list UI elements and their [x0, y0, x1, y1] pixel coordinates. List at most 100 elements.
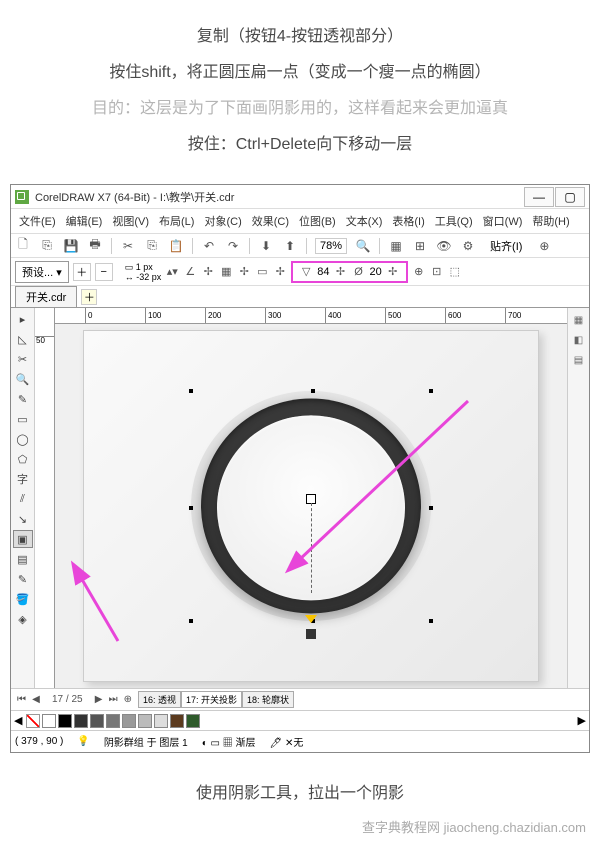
color-swatch[interactable] [138, 714, 152, 728]
first-page-button[interactable]: ⏮ [15, 694, 28, 705]
undo-icon[interactable]: ↶ [201, 238, 217, 254]
menu-layout[interactable]: 布局(L) [155, 211, 198, 231]
print-icon[interactable]: 🖶 [87, 238, 103, 254]
fill-indicator[interactable]: ◐ ▭ ▦ 渐层 [202, 734, 256, 749]
redo-icon[interactable]: ↷ [225, 238, 241, 254]
menu-object[interactable]: 对象(C) [200, 211, 245, 231]
menu-view[interactable]: 视图(V) [108, 211, 153, 231]
menu-help[interactable]: 帮助(H) [528, 211, 573, 231]
plus-icon[interactable]: ✢ [334, 265, 348, 279]
eyedropper-tool[interactable]: ✎ [13, 570, 33, 588]
last-page-button[interactable]: ⏭ [107, 694, 120, 705]
cut-icon[interactable]: ✂ [120, 238, 136, 254]
canvas-area[interactable]: 0 100 200 300 400 500 600 700 [55, 308, 567, 688]
parallel-tool[interactable]: ⫽ [13, 490, 33, 508]
page-tab[interactable]: 16: 透视 [138, 691, 181, 708]
shadow-slider-icon[interactable] [305, 615, 317, 623]
docker-icon[interactable]: ◧ [571, 332, 587, 348]
menu-edit[interactable]: 编辑(E) [62, 211, 107, 231]
docker-icon[interactable]: ▤ [571, 352, 587, 368]
doc-tab[interactable]: 开关.cdr [15, 286, 77, 307]
color-swatch[interactable] [122, 714, 136, 728]
open-icon[interactable]: ⎘ [39, 238, 55, 254]
new-tab-button[interactable]: ＋ [81, 289, 97, 305]
zoom-icon[interactable]: 🔍 [355, 238, 371, 254]
grid-icon[interactable]: ▦ [388, 238, 404, 254]
opacity-icon[interactable]: Ø [352, 265, 366, 279]
settings-icon[interactable]: ⚙ [460, 238, 476, 254]
transparency-tool[interactable]: ▤ [13, 550, 33, 568]
menu-tools[interactable]: 工具(Q) [431, 211, 477, 231]
plus-icon[interactable]: ✢ [273, 265, 287, 279]
connector-tool[interactable]: ↘ [13, 510, 33, 528]
canvas[interactable] [83, 330, 539, 682]
more-icon[interactable]: ⊕ [536, 238, 552, 254]
text-tool[interactable]: 字 [13, 470, 33, 488]
menu-effect[interactable]: 效果(C) [248, 211, 293, 231]
plus-icon[interactable]: ✢ [237, 265, 251, 279]
visibility-icon[interactable]: 👁 [436, 238, 452, 254]
next-page-button[interactable]: ▶ [93, 694, 105, 705]
color-swatch[interactable] [154, 714, 168, 728]
minimize-button[interactable]: — [524, 187, 554, 207]
menu-file[interactable]: 文件(E) [15, 211, 60, 231]
none-swatch[interactable] [26, 714, 40, 728]
remove-preset-button[interactable]: − [95, 263, 113, 281]
color-swatch[interactable] [186, 714, 200, 728]
plus-icon[interactable]: ✢ [201, 265, 215, 279]
export-icon[interactable]: ⬆ [282, 238, 298, 254]
page-tab[interactable]: 17: 开关投影 [181, 691, 242, 708]
preset-dropdown[interactable]: 预设... ▾ [15, 261, 69, 283]
add-page-button[interactable]: ⊕ [122, 694, 134, 705]
handle-icon[interactable] [189, 506, 193, 510]
plus-icon[interactable]: ✢ [386, 265, 400, 279]
color-icon[interactable]: ▦ [219, 265, 233, 279]
color-swatch[interactable] [74, 714, 88, 728]
shape-icon[interactable]: ▭ [255, 265, 269, 279]
polygon-tool[interactable]: ⬠ [13, 450, 33, 468]
feather-val[interactable]: 84 [317, 266, 329, 278]
ellipse-tool[interactable]: ◯ [13, 430, 33, 448]
rectangle-tool[interactable]: ▭ [13, 410, 33, 428]
outline-indicator[interactable]: 🖊 ✕无 [270, 734, 304, 749]
color-swatch[interactable] [42, 714, 56, 728]
maximize-button[interactable]: ▢ [555, 187, 585, 207]
crop-tool[interactable]: ✂ [13, 350, 33, 368]
color-swatch[interactable] [106, 714, 120, 728]
palette-nav-icon[interactable]: ▶ [575, 714, 589, 727]
new-icon[interactable]: 🗋 [15, 238, 31, 254]
opacity-val[interactable]: 20 [370, 266, 382, 278]
menu-window[interactable]: 窗口(W) [479, 211, 527, 231]
page-tab[interactable]: 18: 轮廓状 [242, 691, 294, 708]
save-icon[interactable]: 💾 [63, 238, 79, 254]
shape-tool[interactable]: ◺ [13, 330, 33, 348]
angle-icon[interactable]: ∠ [183, 265, 197, 279]
menu-text[interactable]: 文本(X) [342, 211, 387, 231]
prev-page-button[interactable]: ◀ [30, 694, 42, 705]
freehand-tool[interactable]: ✎ [13, 390, 33, 408]
zoom-tool[interactable]: 🔍 [13, 370, 33, 388]
snap-label[interactable]: 贴齐(I) [484, 238, 528, 254]
add-preset-button[interactable]: ＋ [73, 263, 91, 281]
stepper-icon[interactable]: ▴▾ [165, 265, 179, 279]
copy-icon[interactable]: ⎘ [144, 238, 160, 254]
shadow-tool[interactable]: ▣ [13, 530, 33, 548]
extra-icon[interactable]: ⬚ [448, 265, 462, 279]
extra-icon[interactable]: ⊕ [412, 265, 426, 279]
color-swatch[interactable] [58, 714, 72, 728]
zoom-level[interactable]: 78% [315, 238, 347, 254]
palette-nav-icon[interactable]: ◀ [11, 714, 25, 727]
handle-icon[interactable] [189, 619, 193, 623]
pick-tool[interactable]: ▸ [13, 310, 33, 328]
shadow-end-handle[interactable] [306, 629, 316, 639]
menu-table[interactable]: 表格(I) [388, 211, 428, 231]
import-icon[interactable]: ⬇ [258, 238, 274, 254]
fill-tool[interactable]: 🪣 [13, 590, 33, 608]
feather-icon[interactable]: ▽ [299, 265, 313, 279]
color-swatch[interactable] [90, 714, 104, 728]
handle-icon[interactable] [189, 389, 193, 393]
color-swatch[interactable] [170, 714, 184, 728]
extra-icon[interactable]: ⊡ [430, 265, 444, 279]
paste-icon[interactable]: 📋 [168, 238, 184, 254]
guides-icon[interactable]: ⊞ [412, 238, 428, 254]
